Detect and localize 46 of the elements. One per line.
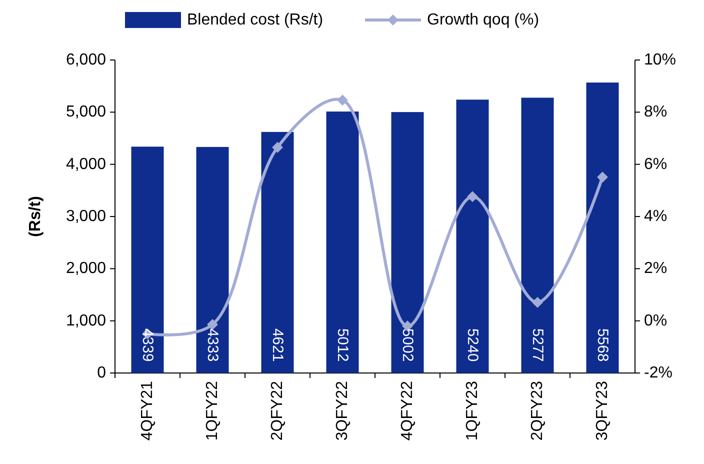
bar xyxy=(521,98,554,373)
point xyxy=(272,142,283,153)
y-tick-label: 3,000 xyxy=(66,208,106,225)
legend-label: Blended cost (Rs/t) xyxy=(187,12,324,28)
bar xyxy=(196,146,229,373)
y-tick-label: 4,000 xyxy=(66,156,106,173)
point xyxy=(597,172,608,183)
y-tick-label: 2,000 xyxy=(66,260,106,278)
data-label: 4333 xyxy=(204,328,221,362)
y2-tick-label: 6% xyxy=(644,156,668,173)
data-label: 5002 xyxy=(399,328,416,362)
x-tick-label: 4QFY22 xyxy=(399,380,416,441)
data-label: 5568 xyxy=(594,328,611,362)
data-label: 5012 xyxy=(334,328,351,362)
y-tick-label: 5,000 xyxy=(66,104,106,121)
data-label: 4339 xyxy=(139,328,156,362)
bar xyxy=(326,112,359,373)
bar xyxy=(261,132,294,373)
y2-tick-label: 2% xyxy=(644,260,668,278)
point xyxy=(532,296,543,308)
x-tick-label: 2QFY22 xyxy=(269,380,286,441)
y-tick-label: 0 xyxy=(97,364,106,382)
bar xyxy=(586,82,619,373)
bar xyxy=(131,146,164,373)
point xyxy=(467,191,478,202)
x-tick-label: 1QFY22 xyxy=(204,380,221,441)
y-tick-label: 6,000 xyxy=(66,52,106,68)
y-tick-label: 1,000 xyxy=(66,312,106,330)
x-tick-label: 1QFY23 xyxy=(464,380,481,441)
y2-tick-label: 0% xyxy=(644,312,668,330)
data-label: 5277 xyxy=(529,328,546,362)
bar xyxy=(456,100,489,373)
data-label: 4621 xyxy=(269,328,286,362)
data-label: 5240 xyxy=(464,328,481,362)
y2-tick-label: 4% xyxy=(644,208,668,225)
bar xyxy=(391,112,424,373)
y2-tick-label: 8% xyxy=(644,104,668,121)
x-tick-label: 4QFY21 xyxy=(139,380,156,441)
y-axis-title: (Rs/t) xyxy=(27,196,44,237)
x-tick-label: 2QFY23 xyxy=(529,380,546,441)
x-tick-label: 3QFY22 xyxy=(334,380,351,441)
legend-label: Growth qoq (%) xyxy=(427,12,540,28)
point xyxy=(337,94,348,106)
y2-tick-label: 10% xyxy=(644,52,676,68)
y2-tick-label: -2% xyxy=(644,364,672,382)
x-tick-label: 3QFY23 xyxy=(594,380,611,441)
